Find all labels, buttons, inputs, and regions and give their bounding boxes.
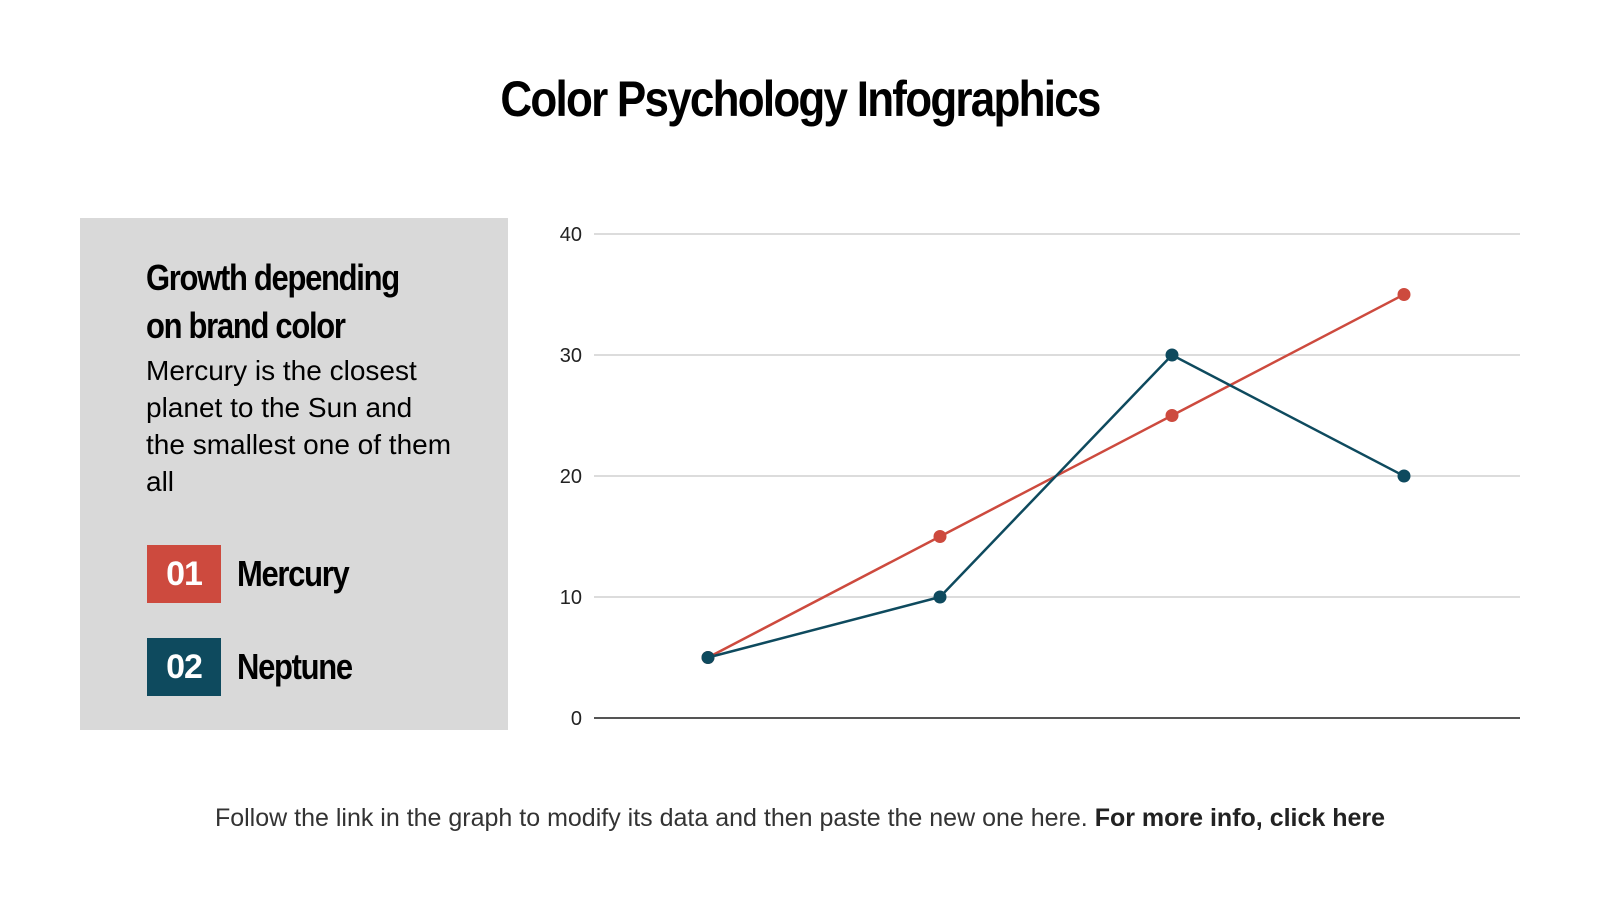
panel-heading: Growth depending on brand color — [146, 257, 400, 346]
data-point-mercury — [933, 530, 947, 543]
data-point-neptune — [701, 651, 715, 664]
legend-item-neptune: 02 Neptune — [147, 638, 371, 696]
legend-badge: 02 — [147, 638, 221, 696]
series-line-neptune — [707, 353, 1405, 659]
more-info-link[interactable]: For more info, click here — [1094, 804, 1386, 832]
y-tick-label: 20 — [560, 466, 582, 488]
y-tick-label: 10 — [560, 587, 582, 609]
footer: Follow the link in the graph to modify i… — [0, 804, 1600, 833]
info-panel: Growth depending on brand color Mercury … — [80, 218, 508, 730]
page-title: Color Psychology Infographics — [500, 71, 1101, 127]
legend-label: Neptune — [237, 646, 353, 687]
legend-badge: 01 — [147, 545, 221, 603]
y-tick-label: 0 — [571, 708, 582, 730]
legend-item-mercury: 01 Mercury — [147, 545, 367, 603]
y-tick-label: 30 — [560, 345, 582, 367]
data-point-neptune — [1397, 469, 1411, 483]
data-point-neptune — [1165, 348, 1179, 362]
panel-description: Mercury is the closest planet to the Sun… — [146, 355, 452, 497]
data-point-mercury — [1397, 288, 1411, 301]
legend-label: Mercury — [237, 553, 350, 594]
y-tick-label: 40 — [560, 224, 582, 246]
data-point-mercury — [1165, 409, 1179, 422]
data-point-neptune — [933, 590, 947, 604]
footer-text: Follow the link in the graph to modify i… — [214, 804, 1088, 832]
